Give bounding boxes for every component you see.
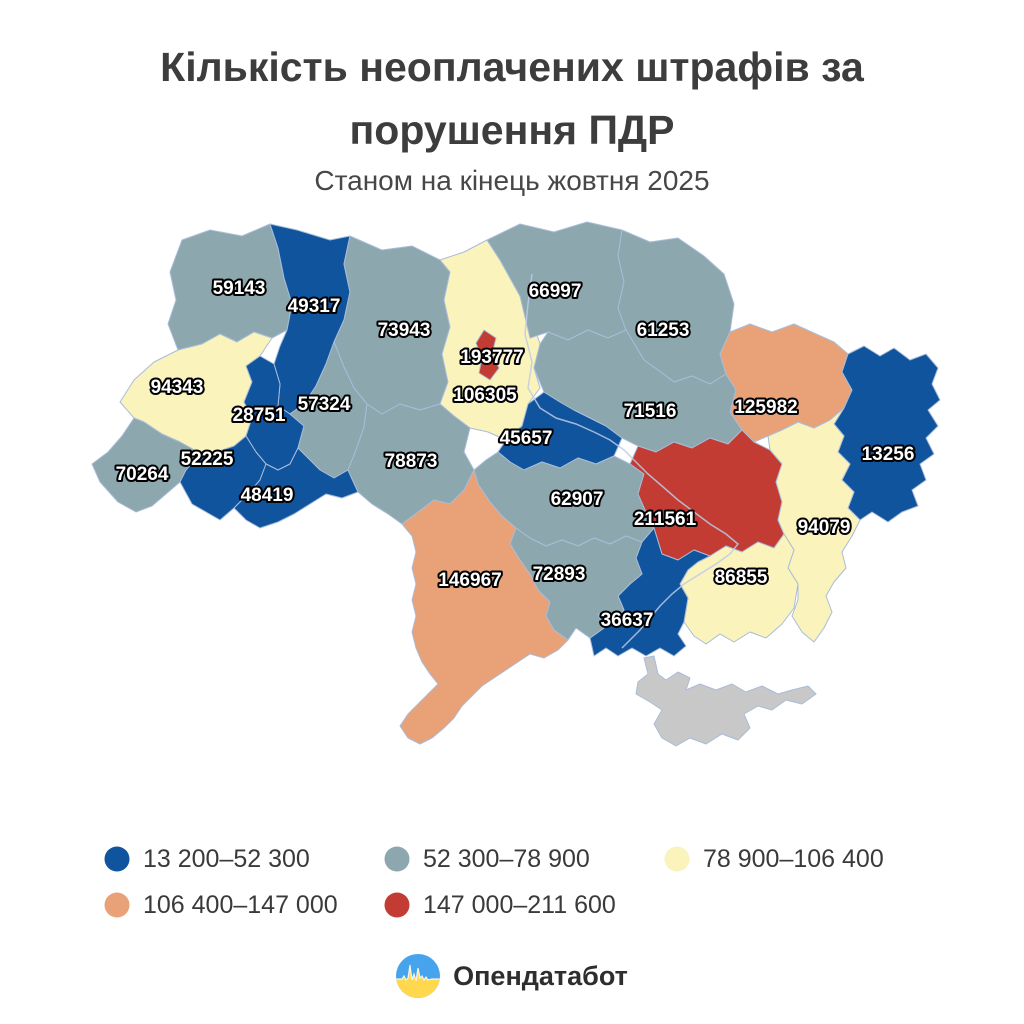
region-label-kyiv-oblast: 106305 — [453, 385, 517, 406]
page-title: Кількість неоплачених штрафів за порушен… — [0, 36, 1024, 162]
region-label-dnipropetrovsk: 211561 — [634, 509, 697, 530]
legend-label-bin5: 147 000–211 600 — [423, 890, 616, 919]
legend-item-bin1: 13 200–52 300 — [104, 836, 384, 882]
footer-brand: Опендатабот — [0, 954, 1024, 998]
legend-swatch-bin5-icon — [384, 892, 410, 918]
region-label-chernivtsi: 48419 — [241, 485, 294, 506]
region-label-chernihiv: 66997 — [529, 281, 582, 302]
legend-swatch-bin4-icon — [104, 892, 130, 918]
map-svg: 59143 49317 73943 66997 61253 193777 106… — [91, 221, 941, 747]
brand-name: Опендатабот — [453, 960, 628, 991]
legend-label-bin3: 78 900–106 400 — [703, 844, 884, 873]
legend-item-bin4: 106 400–147 000 — [104, 882, 384, 928]
region-label-kyiv-city: 193777 — [460, 347, 523, 368]
region-label-zaporizhzhia: 86855 — [715, 567, 768, 588]
legend-item-bin2: 52 300–78 900 — [384, 836, 664, 882]
region-label-kherson: 36637 — [601, 610, 654, 631]
legend: 13 200–52 300 52 300–78 900 78 900–106 4… — [104, 836, 964, 928]
region-label-zhytomyr: 73943 — [378, 320, 431, 341]
legend-item-bin5: 147 000–211 600 — [384, 882, 664, 928]
region-kyiv-city — [475, 329, 500, 381]
legend-label-bin1: 13 200–52 300 — [143, 844, 310, 873]
opendatabot-logo-icon — [396, 954, 441, 998]
region-label-odesa: 146967 — [438, 570, 501, 591]
legend-item-bin3: 78 900–106 400 — [664, 836, 944, 882]
region-label-ternopil: 28751 — [233, 405, 286, 426]
legend-swatch-bin1-icon — [104, 846, 130, 872]
region-donetsk — [767, 407, 861, 643]
region-label-khmelnytskyi: 57324 — [298, 394, 351, 415]
region-label-vinnytsia: 78873 — [385, 451, 438, 472]
page-subtitle: Станом на кінець жовтня 2025 — [314, 165, 710, 196]
region-odesa — [399, 469, 569, 745]
region-label-zakarpattia: 70264 — [116, 464, 169, 485]
legend-swatch-bin3-icon — [664, 846, 690, 872]
region-label-sumy: 61253 — [637, 320, 690, 341]
region-label-rivne: 49317 — [288, 296, 341, 317]
region-label-kharkiv: 125982 — [734, 397, 797, 418]
region-label-volyn: 59143 — [213, 278, 266, 299]
region-label-poltava: 71516 — [624, 401, 677, 422]
region-label-cherkasy: 45657 — [500, 428, 553, 449]
ukraine-choropleth-map: 59143 49317 73943 66997 61253 193777 106… — [82, 212, 942, 772]
region-label-donetsk: 94079 — [798, 517, 851, 538]
region-label-lviv: 94343 — [151, 377, 204, 398]
title-line-2: порушення ПДР — [349, 107, 675, 153]
region-chernivtsi — [233, 447, 359, 529]
region-label-luhansk: 13256 — [862, 444, 915, 465]
legend-label-bin2: 52 300–78 900 — [423, 844, 590, 873]
dnipro-river-line — [524, 273, 740, 649]
region-zakarpattia — [91, 417, 217, 513]
legend-label-bin4: 106 400–147 000 — [143, 890, 338, 919]
region-label-ivano-frankivsk: 52225 — [181, 449, 234, 470]
title-line-1: Кількість неоплачених штрафів за — [160, 44, 864, 90]
region-crimea — [635, 655, 817, 747]
region-label-mykolaiv: 72893 — [533, 564, 586, 585]
region-label-kirovohrad: 62907 — [551, 489, 604, 510]
legend-swatch-bin2-icon — [384, 846, 410, 872]
